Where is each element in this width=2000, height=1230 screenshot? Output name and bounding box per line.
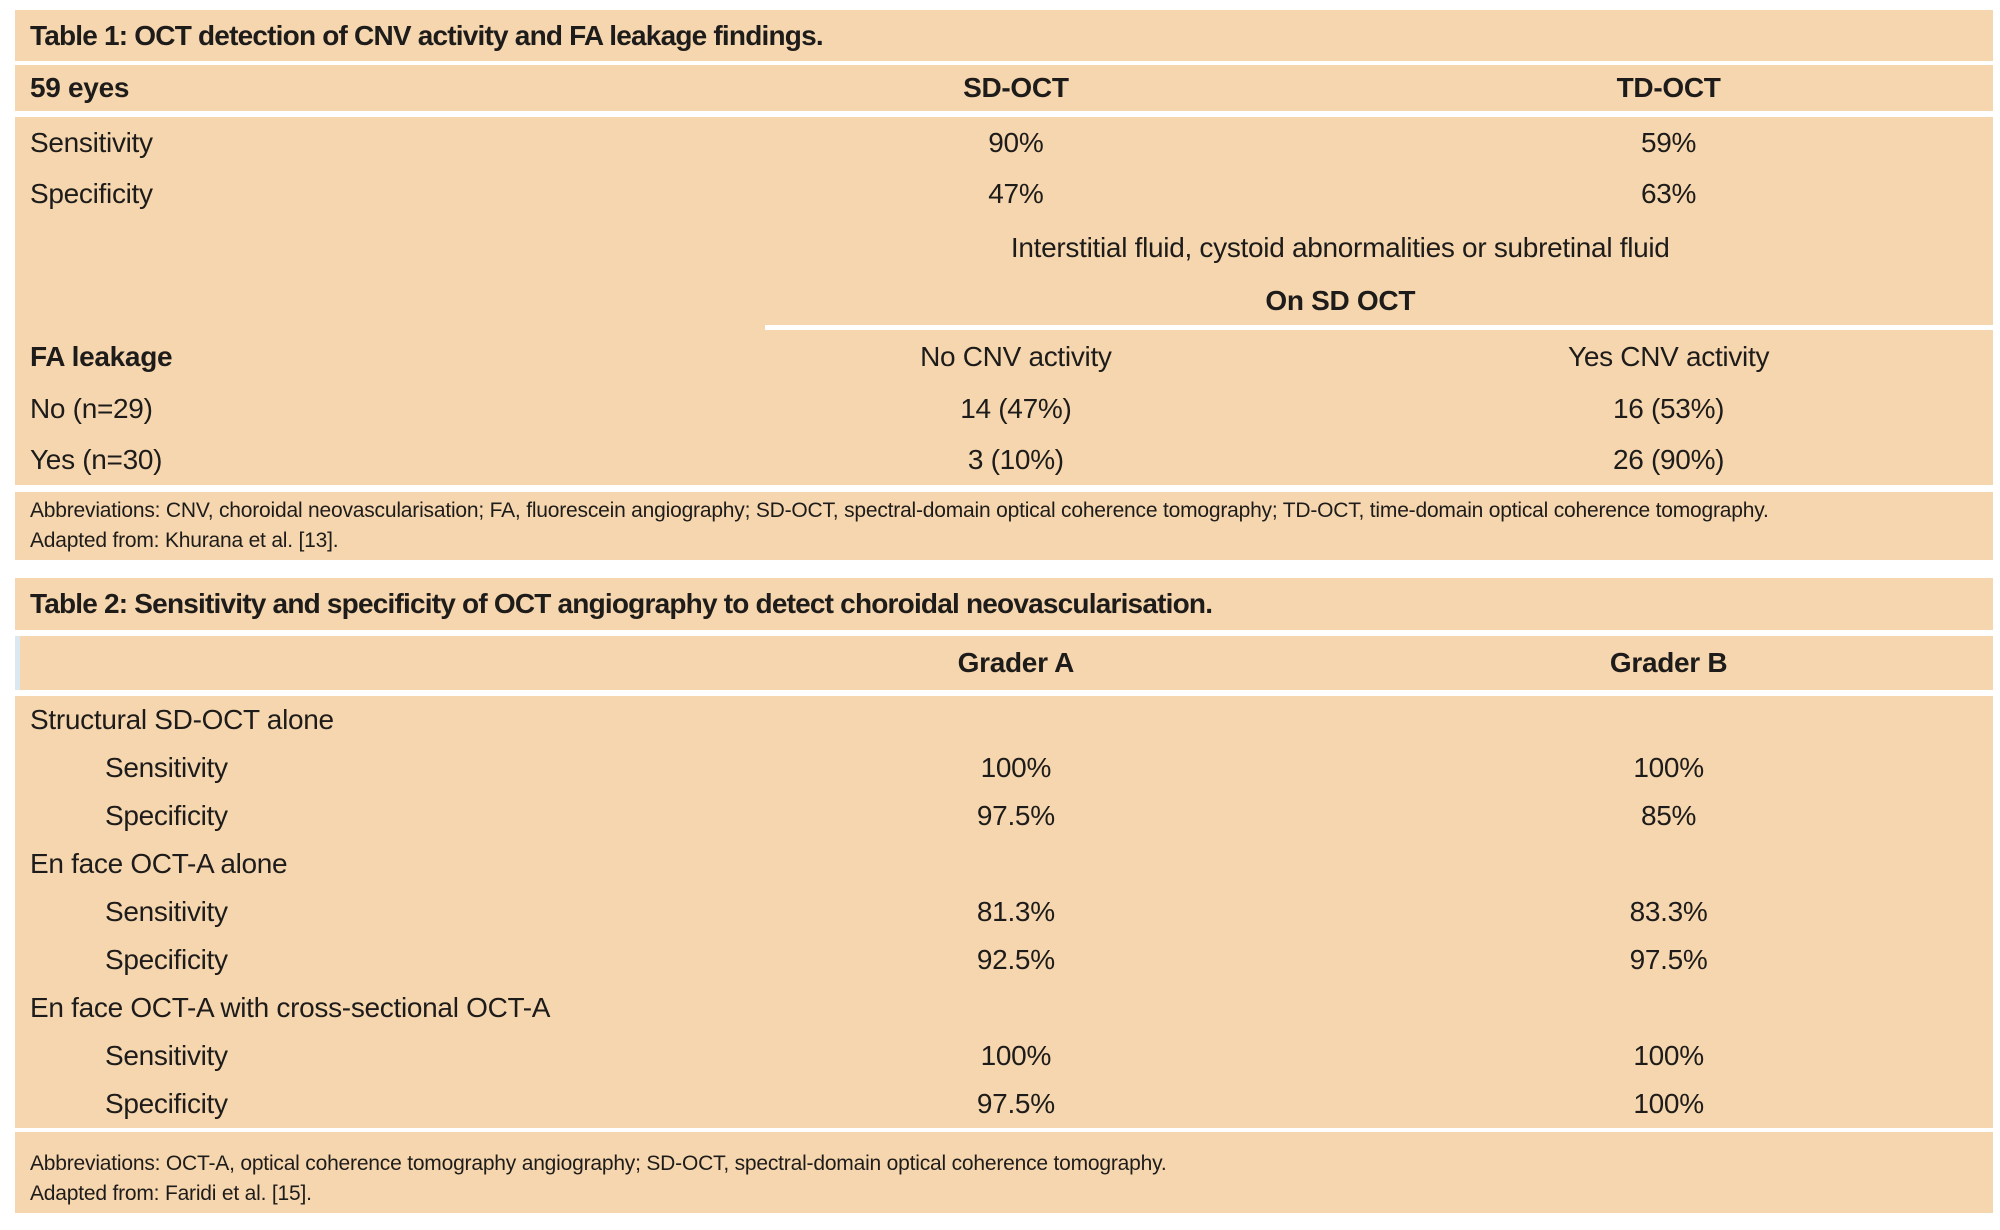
grader-a-value: 100%: [980, 1040, 1052, 1071]
table2-body-band: Structural SD-OCT alone Sensitivity 100%…: [15, 696, 1993, 1128]
table1-header-sd-oct: SD-OCT: [963, 72, 1069, 103]
metric-label: Specificity: [105, 944, 228, 975]
table-row: No (n=29) 14 (47%) 16 (53%): [15, 384, 1993, 434]
grader-a-value: 100%: [980, 752, 1052, 783]
table-row: Sensitivity 100% 100%: [15, 744, 1993, 792]
table1-abbreviations: Abbreviations: CNV, choroidal neovascula…: [30, 499, 1769, 522]
table-row: Sensitivity 100% 100%: [15, 1032, 1993, 1080]
table1-title: Table 1: OCT detection of CNV activity a…: [30, 19, 824, 51]
fa-col-no-cnv: No CNV activity: [920, 341, 1112, 372]
table-row: Sensitivity 81.3% 83.3%: [15, 888, 1993, 936]
grader-b-value: 100%: [1633, 1088, 1704, 1119]
fa-no-cnv-value: 14 (47%): [960, 393, 1072, 424]
table2-header-grader-b: Grader B: [1609, 647, 1728, 678]
table1-body-band: Sensitivity 90% 59% Specificity 47% 63% …: [15, 117, 1993, 485]
metric-label: Sensitivity: [30, 127, 153, 158]
table2-header-band: Grader A Grader B: [15, 636, 1993, 690]
table2-title: Table 2: Sensitivity and specificity of …: [30, 588, 1213, 619]
metric-label: Sensitivity: [105, 896, 228, 927]
table2-header-grader-a: Grader A: [957, 647, 1075, 678]
section-label: Structural SD-OCT alone: [30, 704, 334, 735]
fa-no-cnv-value: 3 (10%): [967, 443, 1064, 475]
grader-b-value: 100%: [1633, 1040, 1704, 1071]
table2-source: Adapted from: Faridi et al. [15].: [30, 1182, 312, 1205]
table-row: Yes (n=30) 3 (10%) 26 (90%): [15, 434, 1993, 485]
grader-b-value: 97.5%: [1629, 944, 1708, 975]
grader-a-value: 97.5%: [976, 800, 1055, 831]
table1-footnote-band: Abbreviations: CNV, choroidal neovascula…: [15, 492, 1993, 560]
grader-a-value: 81.3%: [976, 896, 1055, 927]
table1-title-band: Table 1: OCT detection of CNV activity a…: [15, 10, 1993, 61]
table1-source: Adapted from: Khurana et al. [13].: [30, 529, 339, 552]
grader-b-value: 83.3%: [1629, 896, 1708, 927]
fa-yes-cnv-value: 16 (53%): [1612, 393, 1725, 424]
span-heading-line1: Interstitial fluid, cystoid abnormalitie…: [1010, 232, 1670, 263]
table1-header-band: 59 eyes SD-OCT TD-OCT: [15, 65, 1993, 111]
metric-td-oct-value: 63%: [1641, 178, 1697, 209]
table1-header-rows-label: 59 eyes: [30, 72, 130, 103]
grader-a-value: 92.5%: [976, 944, 1055, 975]
table1-header-td-oct: TD-OCT: [1616, 72, 1721, 103]
metric-label: Specificity: [105, 1088, 228, 1119]
fa-col-yes-cnv: Yes CNV activity: [1568, 341, 1770, 372]
table2-title-band: Table 2: Sensitivity and specificity of …: [15, 578, 1993, 630]
header-left-edge-strip: [15, 636, 20, 690]
table-row: Interstitial fluid, cystoid abnormalitie…: [15, 219, 1993, 277]
section-header-row: En face OCT-A with cross-sectional OCT-A: [15, 984, 1993, 1032]
metric-label: Specificity: [30, 178, 153, 209]
table-row: FA leakage No CNV activity Yes CNV activ…: [15, 330, 1993, 384]
table2-abbreviations: Abbreviations: OCT-A, optical coherence …: [30, 1152, 1167, 1175]
on-sd-oct-underline: [764, 325, 1993, 330]
grader-b-value: 100%: [1633, 752, 1704, 783]
table2-footnote-band: Abbreviations: OCT-A, optical coherence …: [15, 1132, 1993, 1213]
table-row: Specificity 47% 63%: [15, 169, 1993, 219]
section-header-row: Structural SD-OCT alone: [15, 696, 1993, 744]
section-label: En face OCT-A alone: [30, 848, 288, 879]
metric-label: Specificity: [105, 800, 228, 831]
table-row: [15, 325, 1993, 330]
table1-header-row: 59 eyes SD-OCT TD-OCT: [15, 65, 1993, 111]
section-header-row: En face OCT-A alone: [15, 840, 1993, 888]
fa-row-label: No (n=29): [30, 393, 153, 424]
metric-label: Sensitivity: [105, 752, 228, 783]
fa-row-label: Yes (n=30): [30, 443, 163, 475]
fa-yes-cnv-value: 26 (90%): [1612, 443, 1725, 475]
table2-header-row: Grader A Grader B: [15, 636, 1993, 690]
grader-b-value: 85%: [1641, 800, 1697, 831]
metric-td-oct-value: 59%: [1641, 127, 1697, 158]
metric-sd-oct-value: 90%: [988, 127, 1044, 158]
metric-label: Sensitivity: [105, 1040, 228, 1071]
metric-sd-oct-value: 47%: [988, 178, 1044, 209]
table-row: Specificity 92.5% 97.5%: [15, 936, 1993, 984]
table-row: Sensitivity 90% 59%: [15, 117, 1993, 169]
span-heading-line2: On SD OCT: [1265, 285, 1416, 316]
fa-leakage-row-header: FA leakage: [30, 341, 173, 372]
grader-a-value: 97.5%: [976, 1088, 1055, 1119]
table-row: On SD OCT: [15, 277, 1993, 325]
table-row: Specificity 97.5% 85%: [15, 792, 1993, 840]
section-label: En face OCT-A with cross-sectional OCT-A: [30, 992, 551, 1023]
table-row: Specificity 97.5% 100%: [15, 1080, 1993, 1128]
